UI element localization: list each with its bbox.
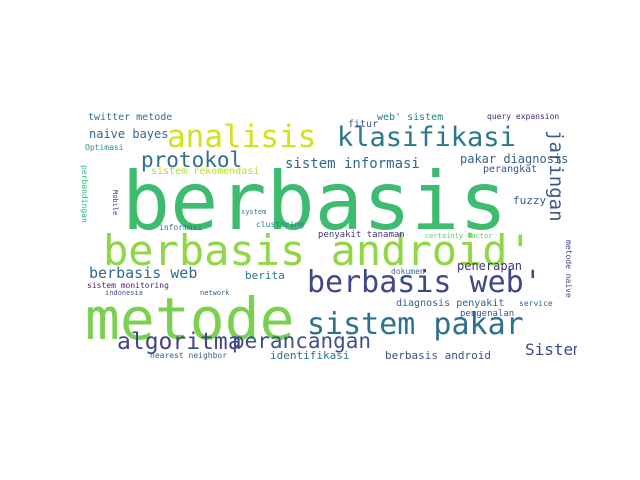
word-query-expansion: query expansion bbox=[487, 112, 560, 121]
word-identifikasi: identifikasi bbox=[270, 349, 350, 362]
word-berbasis-android: berbasis android bbox=[385, 349, 491, 362]
word-informasi: informasi bbox=[159, 223, 203, 232]
word-metode-naive: metode naive bbox=[564, 240, 573, 298]
word-berbasis-web-quote: berbasis web' bbox=[307, 265, 542, 300]
word-sistem-informasi: sistem informasi bbox=[285, 156, 420, 172]
word-berbasis-web: berbasis web bbox=[89, 264, 198, 282]
word-optimasi: Optimasi bbox=[85, 143, 124, 152]
word-sistem-monitoring: sistem monitoring bbox=[87, 281, 169, 290]
word-sistem-rekomendasi: sistem rekomendasi bbox=[151, 166, 260, 177]
word-jaringan: jaringan bbox=[545, 130, 567, 222]
word-sistem-pakar: sistem pakar bbox=[307, 307, 524, 342]
word-network: network bbox=[200, 289, 230, 297]
word-twitter-metode: twitter metode bbox=[88, 112, 173, 123]
word-berbasis-android-quote: berbasis android' bbox=[103, 226, 533, 275]
word-algoritma: algoritma bbox=[117, 329, 242, 355]
word-sistem: Sistem bbox=[525, 340, 577, 359]
word-mobile: Mobile bbox=[111, 190, 119, 216]
word-pengenalan: pengenalan bbox=[460, 309, 515, 319]
word-perangkat: perangkat bbox=[483, 164, 538, 175]
word-system: system bbox=[241, 208, 267, 216]
word-cloud: berbasis metode berbasis android' berbas… bbox=[75, 110, 577, 381]
word-pakar-diagnosis: pakar diagnosis bbox=[460, 152, 569, 166]
word-indonesia: indonesia bbox=[105, 289, 143, 297]
word-web-sistem: web' sistem bbox=[377, 112, 444, 123]
word-penerapan: penerapan bbox=[457, 259, 523, 273]
word-perbandingan: perbandingan bbox=[80, 165, 89, 223]
word-fitur: fitur bbox=[348, 119, 379, 130]
word-analisis: analisis bbox=[167, 119, 317, 155]
word-protokol: protokol bbox=[141, 148, 243, 172]
word-service: service bbox=[519, 299, 553, 308]
word-klasifikasi: klasifikasi bbox=[337, 122, 516, 153]
word-clustering: clustering bbox=[256, 220, 305, 229]
word-berbasis: berbasis bbox=[122, 155, 508, 248]
word-fuzzy: fuzzy bbox=[513, 194, 547, 207]
word-nearest-neighbor: nearest neighbor bbox=[150, 351, 228, 360]
word-diagnosis-penyakit: diagnosis penyakit bbox=[396, 298, 505, 309]
word-berita: berita bbox=[245, 269, 285, 282]
word-perancangan: perancangan bbox=[232, 329, 372, 353]
word-dokumen: dokumen bbox=[391, 267, 425, 276]
word-penyakit-tanaman: penyakit tanaman bbox=[318, 230, 405, 240]
word-certainty-factor: certainty factor bbox=[425, 232, 493, 240]
word-metode: metode bbox=[85, 285, 295, 353]
word-naive-bayes: naive bayes bbox=[89, 127, 169, 141]
